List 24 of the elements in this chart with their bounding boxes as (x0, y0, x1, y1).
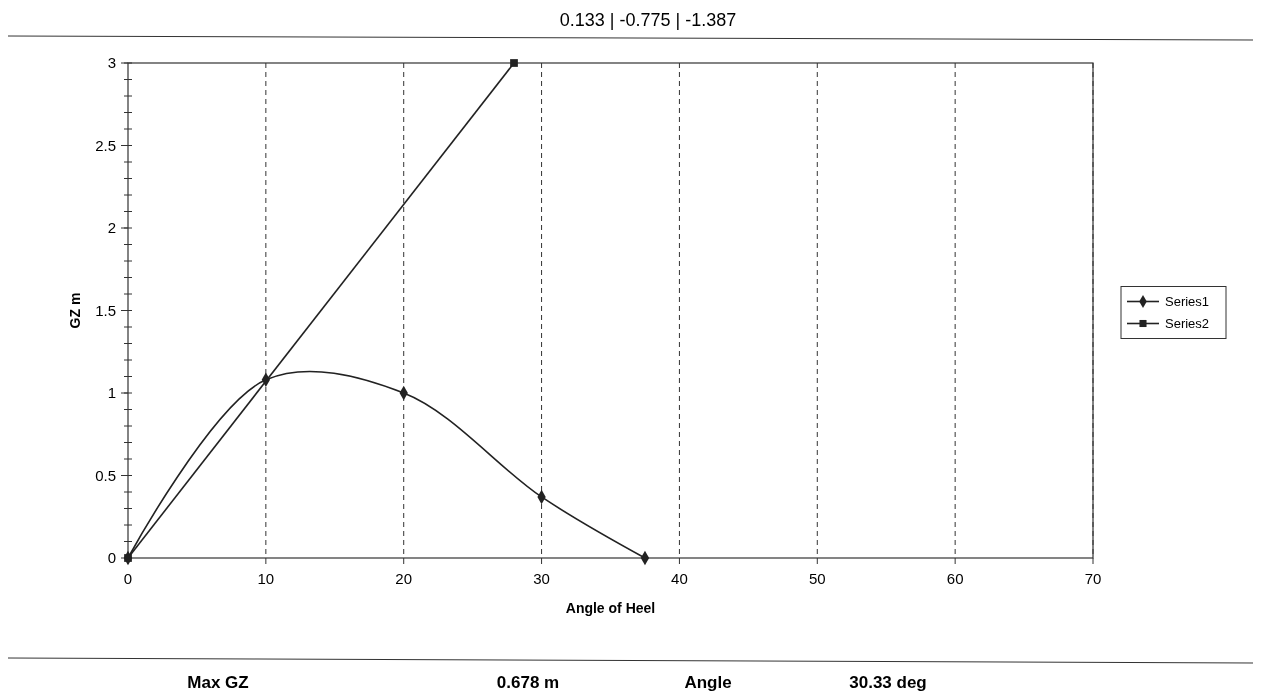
y-tick-label: 2.5 (95, 136, 116, 154)
y-tick-label: 0 (107, 549, 116, 567)
x-tick-label: 30 (533, 570, 550, 587)
x-tick-label: 10 (257, 570, 275, 587)
x-tick-label: 20 (395, 570, 413, 587)
y-axis-title: GZ m (67, 292, 83, 329)
legend-label: Series1 (1165, 294, 1210, 310)
y-tick-label: 3 (107, 54, 116, 72)
y-tick-label: 1.5 (95, 301, 116, 319)
x-tick-label: 60 (946, 570, 964, 587)
y-tick-label: 1 (107, 384, 116, 402)
y-tick-label: 2 (107, 219, 116, 237)
y-tick-label: 0.5 (95, 466, 116, 484)
text: 0.133 | -0.775 | -1.387 (559, 10, 737, 30)
legend-label: Series2 (1165, 316, 1210, 332)
x-tick-label: 40 (671, 570, 688, 587)
x-tick-label: 50 (808, 570, 826, 587)
x-tick-label: 70 (1084, 570, 1102, 587)
x-tick-label: 0 (123, 570, 133, 587)
text: Angle (684, 673, 732, 692)
x-axis-title: Angle of Heel (565, 600, 656, 616)
text: 30.33 deg (849, 673, 927, 692)
text: Max GZ (187, 673, 249, 692)
text: 0.678 m (496, 673, 560, 692)
